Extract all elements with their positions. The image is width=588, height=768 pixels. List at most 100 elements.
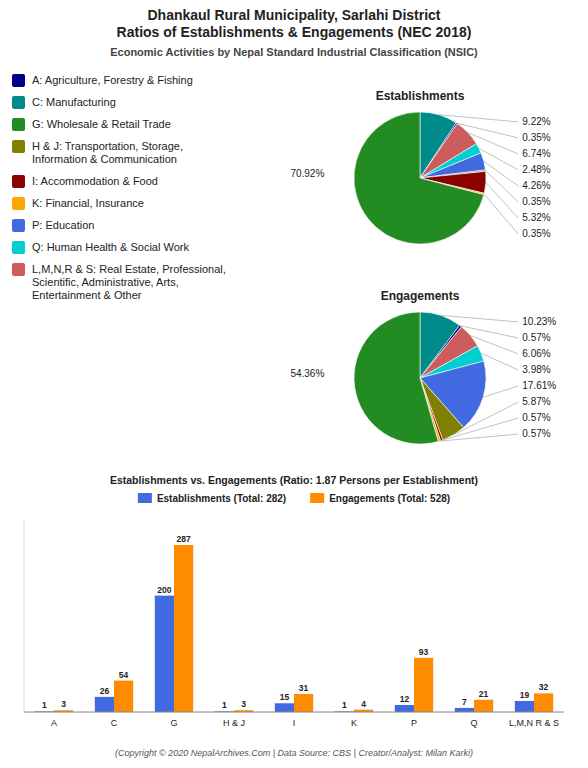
pie-label: 9.22% [522, 116, 550, 127]
bar [174, 545, 193, 712]
legend-swatch [12, 241, 25, 254]
data-label: 31 [299, 683, 309, 693]
bars [35, 545, 553, 712]
data-label: 54 [119, 670, 129, 680]
x-tick-label: C [111, 718, 118, 728]
legend-item: Establishments (Total: 282) [138, 493, 286, 504]
legend-label: Engagements (Total: 528) [329, 493, 450, 504]
leader-line [441, 315, 518, 322]
pie-label: 5.32% [522, 212, 550, 223]
data-label: 1 [222, 700, 227, 710]
legend-item: Engagements (Total: 528) [310, 493, 450, 504]
legend-swatch [12, 74, 25, 87]
pie-label: 10.23% [522, 316, 556, 327]
pie-title: Establishments [376, 89, 465, 103]
data-label: 32 [539, 682, 549, 692]
legend-label: Q: Human Health & Social Work [32, 241, 189, 253]
bar [455, 708, 474, 712]
x-tick-label: P [411, 718, 417, 728]
bar [534, 693, 553, 712]
title: Ratios of Establishments & Engagements (… [117, 24, 472, 40]
x-tick-label: L,M,N R & S [509, 718, 559, 728]
legend-swatch [310, 493, 324, 503]
data-label: 1 [342, 700, 347, 710]
bar [275, 703, 294, 712]
leader-line [461, 326, 519, 338]
leader-line [457, 123, 519, 138]
pie-slice [354, 112, 484, 244]
legend-swatch [138, 493, 152, 503]
leader-line [439, 115, 518, 122]
bar [294, 694, 313, 712]
data-label: 7 [462, 697, 467, 707]
legend-swatch [12, 96, 25, 109]
subtitle: Economic Activities by Nepal Standard In… [110, 46, 478, 58]
leader-line [486, 171, 519, 202]
data-label: 26 [100, 686, 110, 696]
bar-chart: Establishments vs. Engagements (Ratio: 1… [24, 474, 564, 728]
y-range-line [24, 520, 25, 712]
legend-swatch [12, 263, 25, 276]
data-label: 15 [280, 692, 290, 702]
data-labels: 1262001151127193542873314932132 [42, 534, 549, 710]
leader-line [470, 335, 518, 353]
pie-label: 2.48% [522, 164, 550, 175]
pie-title: Engagements [381, 289, 460, 303]
legend-label: G: Wholesale & Retail Trade [32, 118, 171, 130]
legend-label: C: Manufacturing [32, 96, 116, 108]
chart-root: Dhankaul Rural Municipality, Sarlahi Dis… [0, 0, 588, 768]
pie-label: 17.61% [522, 380, 556, 391]
bar [515, 701, 534, 712]
bar [95, 697, 114, 712]
legend-label: K: Financial, Insurance [32, 197, 144, 209]
bar-legend: Establishments (Total: 282) Engagements (… [138, 493, 450, 504]
pie-label: 5.87% [522, 396, 550, 407]
leader-line [479, 148, 518, 170]
x-tick-label: A [51, 718, 57, 728]
leader-line [483, 386, 518, 397]
pie-label: 4.26% [522, 180, 550, 191]
legend-swatch [12, 140, 25, 153]
x-axis-line [24, 712, 564, 713]
pie: Establishments70.92%9.22%0.35%6.74%2.48%… [290, 89, 550, 244]
bar [395, 705, 414, 712]
pie-label: 0.35% [522, 196, 550, 207]
data-label: 3 [61, 699, 66, 709]
legend-swatch [12, 219, 25, 232]
legend-swatch [12, 197, 25, 210]
pie-label: 0.35% [522, 132, 550, 143]
legend-label: P: Education [32, 219, 94, 231]
data-label: 1 [42, 700, 47, 710]
data-label: 12 [400, 694, 410, 704]
pie-label: 0.57% [522, 332, 550, 343]
legend-swatch [12, 118, 25, 131]
footer: (Copyright © 2020 NepalArchives.Com | Da… [115, 748, 473, 758]
data-label: 3 [241, 699, 246, 709]
pie-label: 6.06% [522, 348, 550, 359]
bar [414, 658, 433, 712]
leader-line [439, 434, 518, 441]
legend-swatch [12, 175, 25, 188]
leader-line [442, 418, 519, 440]
pie-label: 54.36% [290, 368, 324, 379]
pie-label: 0.57% [522, 428, 550, 439]
leader-line [468, 133, 518, 154]
leader-line [484, 194, 518, 234]
bar [114, 681, 133, 712]
data-label: 93 [419, 647, 429, 657]
data-label: 287 [177, 534, 191, 544]
leader-line [486, 182, 518, 218]
pie-label: 70.92% [290, 168, 324, 179]
leader-line [481, 353, 518, 370]
data-label: 4 [361, 699, 366, 709]
legend-label: I: Accommodation & Food [32, 175, 158, 187]
pie: Engagements54.36%10.23%0.57%6.06%3.98%17… [290, 289, 556, 444]
pie-label: 0.57% [522, 412, 550, 423]
bar [155, 596, 174, 712]
x-tick-label: H & J [223, 718, 245, 728]
category-legend: A: Agriculture, Forestry & FishingC: Man… [12, 74, 226, 301]
legend-label: Establishments (Total: 282) [157, 493, 286, 504]
pie-slice [354, 312, 438, 444]
x-tick-label: G [170, 718, 177, 728]
background [0, 0, 588, 768]
